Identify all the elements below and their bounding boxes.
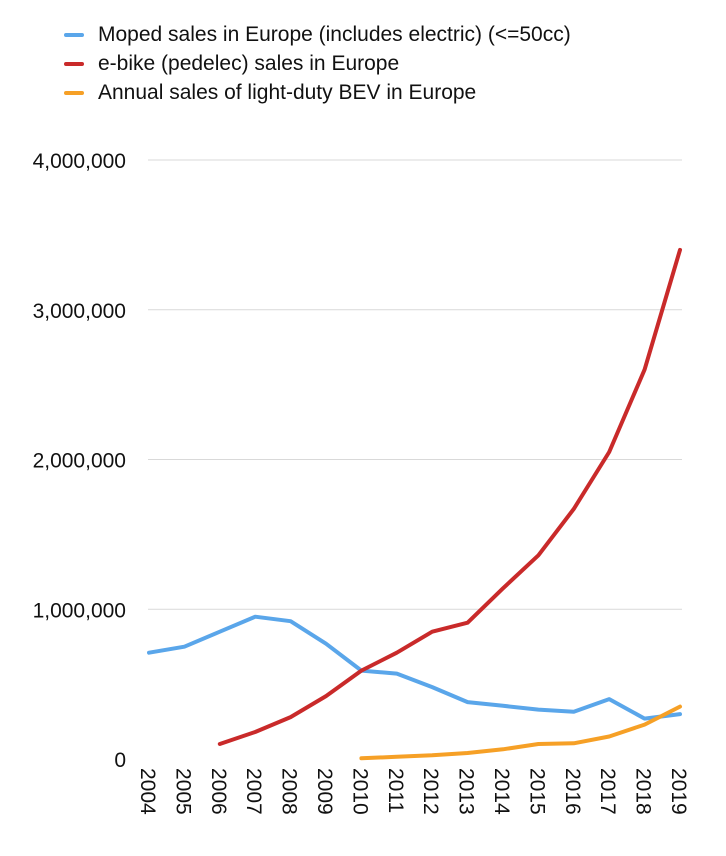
y-tick-label: 0 <box>114 749 126 772</box>
y-tick-label: 4,000,000 <box>33 150 126 173</box>
x-tick-label: 2014 <box>490 768 513 815</box>
y-tick-label: 1,000,000 <box>33 599 126 622</box>
legend-label-ebike: e-bike (pedelec) sales in Europe <box>98 51 400 75</box>
x-tick-label: 2007 <box>242 768 265 815</box>
series-lines <box>147 247 682 761</box>
x-tick-label: 2004 <box>136 768 159 815</box>
x-tick-label: 2012 <box>419 768 442 815</box>
x-tick-label: 2011 <box>384 768 407 813</box>
legend-swatch-bev <box>64 90 84 95</box>
legend-label-bev: Annual sales of light-duty BEV in Europe <box>98 80 477 104</box>
x-tick-label: 2016 <box>561 768 584 815</box>
legend-item-ebike: e-bike (pedelec) sales in Europe <box>64 49 571 78</box>
x-axis-tick-labels: 2004 2005 2006 2007 2008 2009 2010 2011 2012 2013… <box>136 768 690 815</box>
x-tick-label: 2013 <box>455 768 478 815</box>
series-line-moped <box>147 614 682 721</box>
x-tick-label: 2018 <box>632 768 655 815</box>
legend-swatch-moped <box>64 32 84 37</box>
x-tick-label: 2010 <box>348 768 371 815</box>
x-tick-label: 2017 <box>596 768 619 815</box>
x-tick-label: 2005 <box>171 768 194 815</box>
legend-item-moped: Moped sales in Europe (includes electric… <box>64 20 571 49</box>
y-tick-label: 3,000,000 <box>33 300 126 323</box>
legend-label-moped: Moped sales in Europe (includes electric… <box>98 22 571 46</box>
legend: Moped sales in Europe (includes electric… <box>64 20 571 107</box>
gridlines <box>148 159 682 610</box>
x-tick-label: 2019 <box>667 768 690 815</box>
series-line-ebike <box>217 247 682 746</box>
legend-swatch-ebike <box>64 61 84 66</box>
x-tick-label: 2008 <box>278 768 301 815</box>
x-tick-label: 2006 <box>207 768 230 815</box>
series-line-bev <box>359 704 682 761</box>
y-axis-tick-labels: 0 1,000,000 2,000,000 3,000,000 4,000,000 <box>33 150 126 772</box>
x-tick-label: 2015 <box>525 768 548 815</box>
x-tick-label: 2009 <box>313 768 336 815</box>
y-tick-label: 2,000,000 <box>33 450 126 473</box>
legend-item-bev: Annual sales of light-duty BEV in Europe <box>64 78 571 107</box>
